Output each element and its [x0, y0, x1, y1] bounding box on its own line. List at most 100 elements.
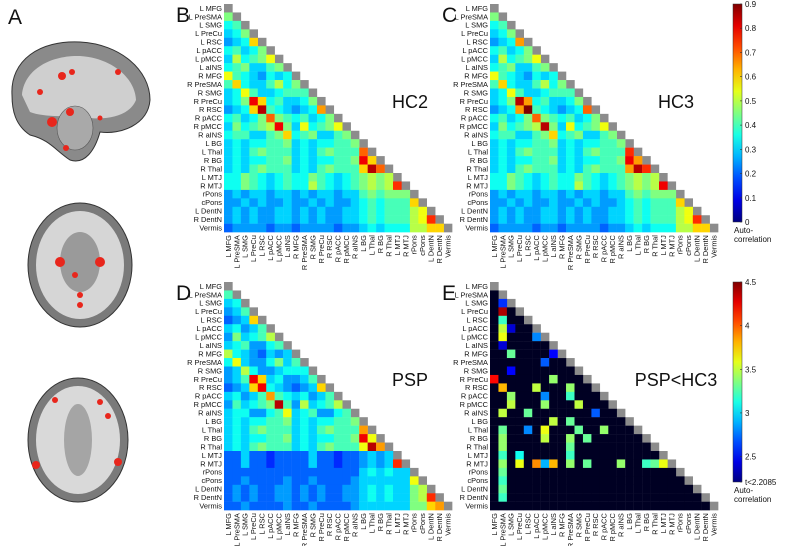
cell	[224, 198, 233, 207]
cell	[608, 493, 617, 502]
cell	[266, 80, 275, 89]
cell	[342, 139, 351, 148]
cell	[274, 181, 284, 191]
cell	[249, 147, 258, 157]
cell	[506, 366, 516, 376]
column-label: R MTJ	[667, 513, 676, 535]
column-label: cPons	[418, 513, 427, 534]
cell	[232, 20, 242, 30]
column-label: R aINS	[351, 235, 360, 259]
cell	[490, 307, 499, 316]
cell	[342, 459, 351, 469]
cell	[300, 88, 309, 98]
row-label: L SMG	[465, 299, 488, 308]
cell	[426, 215, 436, 224]
cell	[350, 215, 360, 224]
cell	[616, 434, 626, 443]
cell	[506, 476, 516, 485]
row-label: Vermis	[199, 224, 222, 233]
cell	[498, 400, 508, 409]
cell	[266, 198, 275, 207]
cell	[249, 206, 258, 216]
cell	[582, 189, 592, 199]
column-label: L PreCu	[249, 513, 258, 540]
cell	[257, 349, 267, 359]
cell	[240, 130, 250, 140]
cell	[608, 451, 617, 460]
diagonal-cell	[401, 459, 411, 469]
cell	[283, 366, 292, 376]
cell	[342, 476, 351, 485]
cell	[342, 181, 351, 191]
cell	[240, 442, 250, 452]
cell	[325, 156, 335, 165]
diagonal-cell	[642, 434, 651, 443]
cell	[532, 391, 541, 401]
cell	[232, 366, 242, 376]
cell	[266, 459, 275, 469]
cell	[418, 206, 427, 216]
cell	[376, 173, 385, 182]
cell	[490, 46, 499, 55]
row-label: R aINS	[198, 131, 222, 140]
cell	[224, 459, 233, 469]
cell	[291, 476, 301, 485]
cell	[367, 493, 377, 502]
cell	[515, 156, 524, 165]
cell	[249, 434, 258, 443]
cell	[498, 147, 508, 157]
cell	[574, 400, 584, 409]
column-label: R Thal	[650, 513, 659, 535]
cell	[633, 215, 643, 224]
cell	[384, 198, 394, 207]
cell	[384, 215, 394, 224]
cell	[540, 391, 550, 401]
cell	[616, 189, 626, 199]
row-label: L MTJ	[468, 451, 489, 460]
cell	[224, 501, 233, 511]
cell	[566, 484, 575, 494]
cell	[308, 147, 318, 157]
row-label: R BG	[470, 434, 488, 443]
cell	[557, 374, 567, 384]
cell	[384, 459, 394, 469]
cell	[224, 164, 233, 174]
cell	[283, 113, 292, 123]
cell	[325, 223, 335, 233]
cell	[291, 223, 301, 233]
cell	[616, 484, 626, 494]
cell	[224, 442, 233, 452]
cell	[325, 484, 335, 494]
cell	[498, 391, 508, 401]
cell	[532, 139, 541, 148]
cell	[342, 467, 351, 477]
cell	[701, 223, 710, 233]
row-label: L RSC	[467, 38, 489, 47]
cell	[308, 96, 318, 106]
cell	[540, 493, 550, 502]
cell	[540, 484, 550, 494]
cell	[566, 88, 575, 98]
cell	[566, 476, 575, 485]
cell	[232, 459, 242, 469]
cell	[266, 358, 275, 367]
cell	[557, 215, 567, 224]
cell	[232, 391, 242, 401]
cell	[300, 198, 309, 207]
column-label: R PreSMA	[300, 513, 309, 546]
cell	[566, 206, 575, 216]
colorbar-tick-label: 3.5	[745, 365, 757, 374]
cell	[266, 383, 275, 393]
cell	[498, 189, 508, 199]
cell	[333, 442, 343, 452]
cell	[283, 484, 292, 494]
cell	[532, 71, 541, 81]
cell	[557, 206, 567, 216]
cell	[333, 181, 343, 191]
cell	[283, 130, 292, 140]
cell	[232, 315, 242, 325]
cell	[376, 206, 385, 216]
colorbar-label: correlation	[734, 495, 771, 504]
cell	[283, 71, 292, 81]
column-label: R PreCu	[317, 235, 326, 263]
